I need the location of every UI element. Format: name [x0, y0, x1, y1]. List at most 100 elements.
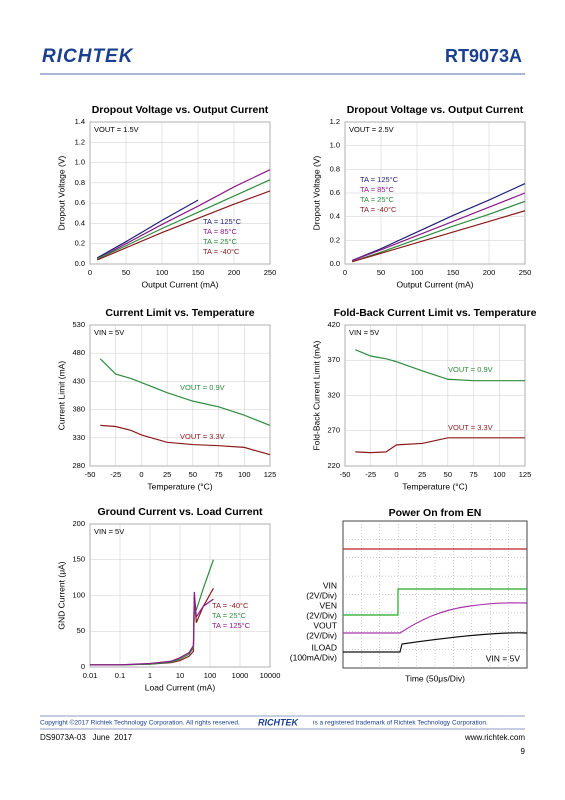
trace-vout: [343, 602, 528, 634]
series-line: [96, 169, 271, 260]
y-tick-label: 480: [72, 348, 85, 357]
scope-x-label: Time (50μs/Div): [405, 673, 465, 683]
x-tick-label: 125: [519, 470, 532, 479]
legend-entry: VOUT = 0.9V: [448, 365, 493, 374]
series-line: [351, 182, 526, 262]
y-tick-label: 530: [72, 320, 85, 329]
y-tick-label: 0.6: [75, 198, 85, 207]
annotation: VOUT = 1.5V: [94, 125, 139, 134]
x-tick-label: 150: [447, 268, 460, 277]
chart-title: Ground Current vs. Load Current: [97, 506, 263, 518]
series-line: [96, 190, 271, 261]
x-tick-label: 0.1: [115, 671, 125, 680]
y-axis-label: Dropout Voltage (V): [311, 156, 321, 231]
x-tick-label: 150: [192, 268, 205, 277]
x-tick-label: 250: [519, 268, 532, 277]
scope-label: (2V/Div): [306, 630, 337, 640]
scope-label: ILOAD: [311, 642, 337, 652]
x-tick-label: 75: [469, 470, 477, 479]
url: www.richtek.com: [464, 733, 525, 742]
scope: Power On from EN VIN (2V/Div) VEN (2V/Di…: [290, 507, 528, 683]
annotation: VIN = 5V: [94, 527, 124, 536]
y-tick-label: 50: [77, 626, 85, 635]
x-tick-label: 200: [228, 268, 241, 277]
y-axis-label: Current Limit (mA): [56, 361, 66, 431]
chart-title: Dropout Voltage vs. Output Current: [92, 104, 269, 116]
y-tick-label: 0.2: [330, 235, 340, 244]
part-number: RT9073A: [445, 46, 522, 66]
y-tick-label: 0.8: [330, 164, 340, 173]
legend-entry: TA = -40°C: [203, 247, 240, 256]
trademark: is a registered trademark of Richtek Tec…: [313, 720, 488, 727]
y-axis-label: Dropout Voltage (V): [56, 156, 66, 231]
series-line: [352, 210, 526, 263]
y-tick-label: 0: [81, 662, 85, 671]
doc-number: DS9073A-03 June 2017: [40, 733, 133, 742]
y-tick-label: 0.8: [75, 178, 85, 187]
series-line: [100, 424, 271, 456]
x-axis-label: Output Current (mA): [397, 279, 474, 289]
x-tick-label: 50: [377, 268, 385, 277]
scope-label: VEN: [320, 600, 337, 610]
legend-entry: VOUT = 0.9V: [180, 383, 225, 392]
series-line: [355, 437, 525, 454]
legend-entry: TA = 25°C: [212, 611, 247, 620]
x-tick-label: 50: [444, 470, 452, 479]
y-tick-label: 270: [327, 426, 340, 435]
x-tick-label: -50: [340, 470, 351, 479]
y-tick-label: 370: [327, 355, 340, 364]
y-axis-label: Fold-Back Current Limit (mA): [311, 340, 321, 450]
x-tick-label: 0: [88, 268, 92, 277]
legend-entry: TA = 25°C: [360, 195, 395, 204]
x-axis-label: Temperature (°C): [402, 481, 467, 491]
legend-entry: TA = 125°C: [203, 217, 242, 226]
scope-label: VOUT: [313, 620, 337, 630]
scope-label: (2V/Div): [306, 610, 337, 620]
y-tick-label: 0.0: [330, 259, 340, 268]
trace-iload: [343, 632, 528, 653]
y-tick-label: 1.2: [75, 137, 85, 146]
legend-entry: TA = 25°C: [203, 237, 238, 246]
scope-title: Power On from EN: [389, 507, 482, 519]
x-tick-label: 75: [214, 470, 222, 479]
y-tick-label: 280: [72, 461, 85, 470]
y-tick-label: 0.0: [75, 259, 85, 268]
series-line: [352, 200, 526, 263]
chart: Current Limit vs. Temperature 280 330 380 43…: [56, 307, 276, 491]
x-axis-label: Output Current (mA): [142, 279, 219, 289]
x-tick-label: 0: [139, 470, 143, 479]
footer-logo: RICHTEK: [258, 717, 299, 727]
x-tick-label: 25: [418, 470, 426, 479]
annotation: VOUT = 2.5V: [349, 125, 394, 134]
y-tick-label: 330: [72, 433, 85, 442]
y-tick-label: 380: [72, 405, 85, 414]
scope-label: (2V/Div): [306, 590, 337, 600]
x-tick-label: 250: [264, 268, 277, 277]
y-axis-label: GND Current (μA): [56, 561, 66, 629]
x-tick-label: 1: [148, 671, 152, 680]
y-tick-label: 0.4: [75, 218, 85, 227]
series-line: [355, 349, 525, 382]
legend-entry: TA = -40°C: [360, 205, 397, 214]
plot-area: [89, 121, 271, 265]
series-line: [96, 199, 199, 259]
y-tick-label: 0.4: [330, 212, 340, 221]
y-tick-label: 420: [327, 320, 340, 329]
x-tick-label: 125: [264, 470, 277, 479]
x-tick-label: 10000: [260, 671, 281, 680]
page-number: 9: [521, 747, 526, 756]
x-axis-label: Load Current (mA): [145, 682, 216, 692]
x-tick-label: 100: [411, 268, 424, 277]
legend-entry: TA = 85°C: [203, 227, 238, 236]
x-tick-label: -50: [85, 470, 96, 479]
y-tick-label: 220: [327, 461, 340, 470]
series-line: [90, 591, 214, 666]
x-axis-label: Temperature (°C): [147, 481, 212, 491]
y-tick-label: 320: [327, 390, 340, 399]
y-tick-label: 0.6: [330, 188, 340, 197]
scope-label: (100mA/Div): [290, 652, 337, 662]
chart-title: Fold-Back Current Limit vs. Temperature: [334, 307, 537, 319]
series-line: [99, 358, 271, 426]
legend-entry: VOUT = 3.3V: [180, 432, 225, 441]
